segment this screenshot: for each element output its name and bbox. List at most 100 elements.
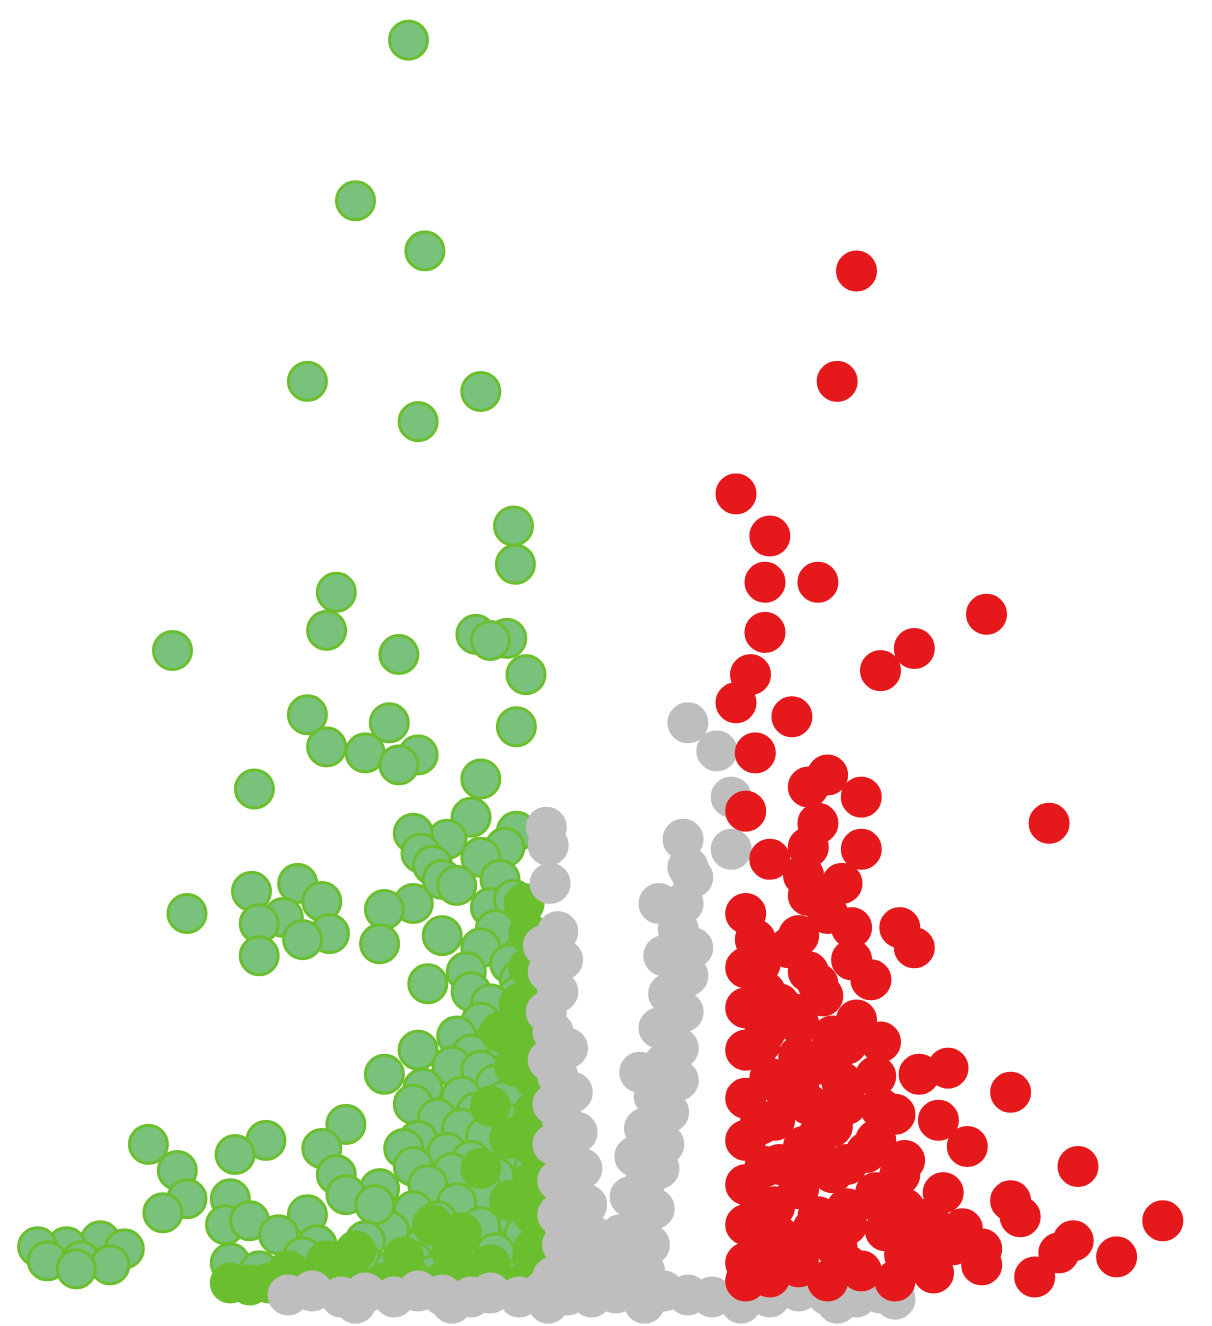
point-s0-16 [286, 694, 328, 736]
point-s0-18 [495, 706, 537, 748]
point-s3-118 [855, 1055, 897, 1097]
point-s3-22 [749, 838, 791, 880]
point-s2-33 [667, 702, 709, 744]
point-s0-6 [493, 505, 534, 547]
point-s0-8 [315, 571, 357, 613]
point-s0-4 [460, 371, 502, 412]
point-s0-23 [460, 758, 502, 800]
point-s3-11 [715, 682, 757, 724]
point-s0-44 [166, 893, 208, 934]
point-s3-126 [961, 1228, 1003, 1270]
point-s0-87 [325, 1103, 367, 1145]
point-s3-115 [826, 1144, 868, 1185]
point-s3-119 [855, 1119, 897, 1161]
point-s1-27 [489, 1117, 531, 1159]
point-s0-15 [505, 654, 547, 696]
point-s3-85 [1096, 1236, 1138, 1278]
point-s3-104 [778, 915, 820, 957]
point-s3-56 [917, 1099, 959, 1141]
point-s0-2 [404, 230, 446, 272]
point-s0-119 [214, 1134, 256, 1175]
point-s3-48 [898, 1053, 940, 1095]
point-s0-1 [335, 180, 376, 222]
point-s3-7 [744, 611, 786, 653]
point-s3-94 [874, 1260, 916, 1302]
point-s3-6 [966, 593, 1007, 635]
point-s3-117 [826, 1244, 868, 1286]
point-s3-110 [778, 1156, 820, 1198]
point-s3-96 [739, 943, 781, 985]
point-s3-95 [725, 1260, 767, 1302]
point-s3-21 [840, 828, 882, 870]
point-s3-71 [999, 1196, 1041, 1238]
point-s1-28 [469, 1085, 511, 1127]
point-s3-98 [739, 1023, 781, 1065]
point-s3-33 [893, 927, 935, 969]
point-s3-112 [778, 1236, 820, 1278]
point-s3-0 [836, 250, 877, 292]
point-s3-3 [749, 515, 791, 557]
point-s0-49 [282, 919, 324, 961]
point-s0-22 [378, 744, 420, 786]
point-s0-120 [127, 1123, 169, 1165]
point-s3-122 [884, 1188, 926, 1230]
point-s0-24 [233, 768, 275, 810]
point-s0-3 [286, 360, 328, 402]
point-s3-19 [1028, 802, 1070, 844]
point-s0-14 [469, 620, 511, 661]
point-s2-95 [431, 1282, 473, 1324]
point-s3-108 [778, 1067, 820, 1109]
point-s0-123 [142, 1192, 184, 1234]
point-s3-113 [826, 1023, 868, 1065]
point-s2-97 [624, 1282, 665, 1324]
point-s1-32 [431, 1232, 473, 1274]
point-s0-9 [306, 609, 348, 651]
point-s3-91 [1014, 1256, 1056, 1298]
point-s3-124 [922, 1172, 964, 1214]
point-s3-12 [771, 696, 813, 738]
series-3 [715, 250, 1184, 1302]
point-s3-4 [744, 561, 786, 603]
point-s3-62 [946, 1126, 988, 1167]
point-s0-69 [397, 1029, 439, 1071]
point-s3-102 [739, 1184, 781, 1226]
point-s3-105 [797, 963, 839, 1005]
point-s1-30 [479, 1011, 521, 1053]
point-s3-90 [913, 1252, 954, 1294]
point-s3-116 [826, 1204, 868, 1246]
point-s2-1 [527, 824, 569, 866]
point-s2-94 [335, 1282, 376, 1324]
point-s1-26 [460, 1148, 502, 1189]
point-s0-58 [407, 963, 449, 1005]
point-s1-25 [489, 1180, 531, 1222]
point-s0-133 [354, 1184, 396, 1226]
point-s3-121 [884, 1140, 926, 1181]
point-s3-5 [797, 561, 839, 603]
point-s1-29 [494, 1045, 535, 1087]
point-s0-142 [89, 1244, 131, 1286]
point-s3-9 [860, 650, 901, 692]
point-s3-63 [1057, 1146, 1099, 1187]
point-s0-17 [368, 702, 410, 744]
point-s0-42 [363, 889, 405, 930]
point-s0-19 [306, 726, 348, 768]
point-s3-49 [990, 1071, 1032, 1113]
point-s0-143 [55, 1248, 97, 1290]
point-s3-81 [1038, 1232, 1080, 1274]
point-s3-75 [1142, 1200, 1184, 1242]
point-s3-114 [826, 1083, 868, 1125]
point-s0-50 [359, 923, 401, 965]
point-s0-5 [397, 401, 439, 443]
data-points [17, 19, 1184, 1324]
point-s3-106 [778, 1003, 820, 1045]
point-s1-33 [412, 1204, 454, 1246]
point-s3-17 [725, 790, 767, 832]
point-s0-7 [494, 543, 536, 585]
point-s3-109 [797, 1115, 839, 1157]
point-s0-13 [378, 634, 420, 675]
point-s2-96 [527, 1282, 569, 1324]
point-s0-0 [388, 19, 429, 61]
point-s0-34 [436, 864, 478, 906]
point-s3-1 [816, 360, 858, 402]
